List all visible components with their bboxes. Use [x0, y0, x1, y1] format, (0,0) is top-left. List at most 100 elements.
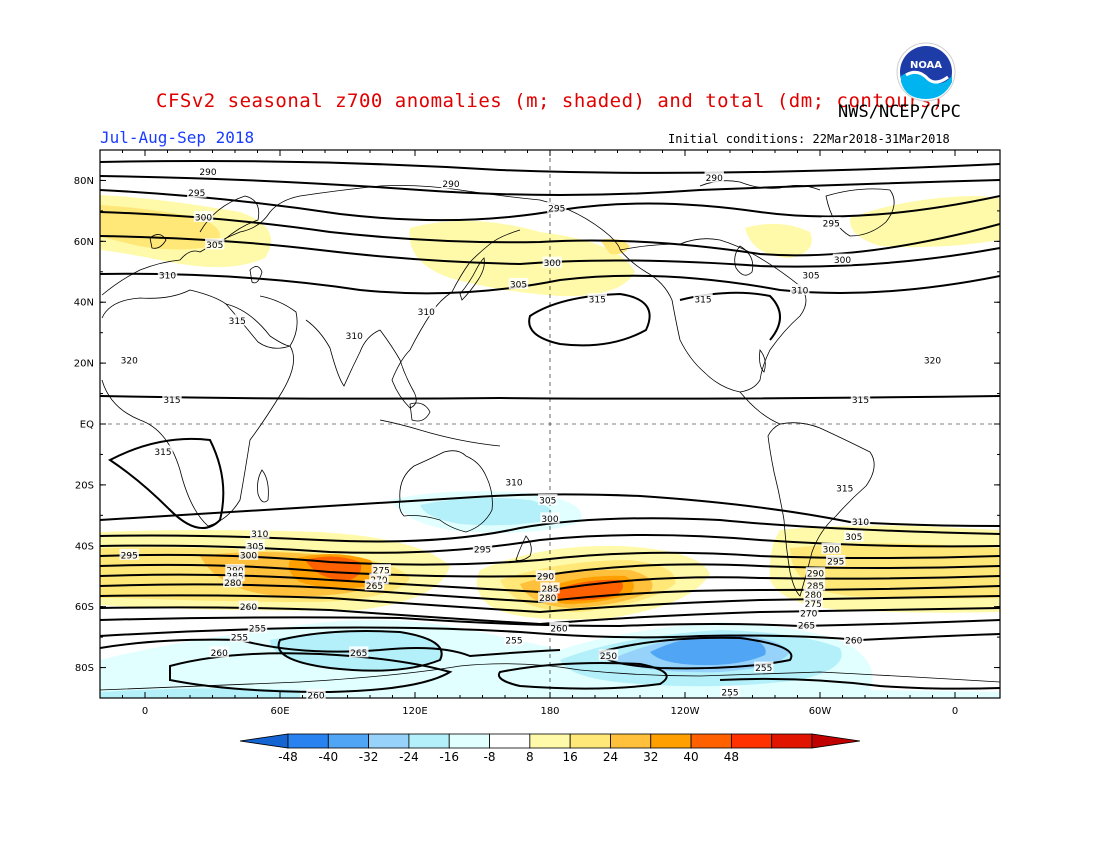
contour-label-bg: [504, 634, 524, 646]
contour-label: 275: [373, 567, 390, 577]
contour-label: 285: [541, 585, 558, 595]
contour-label: 260: [307, 691, 324, 701]
negative-anomaly-region: [420, 497, 553, 526]
contour-label: 310: [791, 287, 808, 297]
contour-label-bg: [245, 539, 265, 551]
contour-label: 315: [229, 317, 246, 327]
negative-anomaly-region: [650, 635, 766, 666]
contour-label: 310: [251, 530, 268, 540]
contour-label: 305: [539, 497, 556, 507]
colorbar-arrow-high: [811, 733, 861, 749]
lat-tick-label: 60S: [75, 602, 94, 613]
contour-label: 295: [823, 220, 840, 230]
coastline-uk: [149, 234, 167, 249]
coastline-scandinavia: [199, 195, 260, 241]
coastline-greenland: [825, 188, 895, 237]
contour-label-bg: [369, 573, 389, 585]
contour-label: 295: [188, 189, 205, 199]
contour-label: 305: [510, 280, 527, 290]
contour-label: 260: [845, 637, 862, 647]
contour-label-bg: [835, 481, 855, 493]
contour-label-bg: [209, 646, 229, 658]
contour-label-bg: [844, 634, 864, 646]
contour-label: 310: [346, 332, 363, 342]
contour-label-bg: [850, 515, 871, 527]
contour-label: 300: [823, 545, 840, 555]
contour-label: 320: [924, 357, 941, 367]
colorbar-label: 24: [603, 750, 618, 764]
lat-tick-label: 40N: [74, 298, 94, 309]
contour-label: 265: [366, 582, 383, 592]
contour-label-bg: [826, 555, 846, 566]
contour-label-bg: [805, 579, 826, 591]
colorbar-swatch: [650, 733, 692, 749]
contour-label-bg: [238, 548, 259, 560]
contour-label-bg: [119, 354, 139, 366]
contour-label: 300: [544, 259, 561, 269]
coastline-india: [305, 319, 381, 387]
contour-label-bg: [803, 588, 823, 600]
contour-label: 260: [211, 649, 228, 659]
colorbar-label: 32: [643, 750, 658, 764]
contour-label: 255: [231, 634, 248, 644]
colorbar-label: 8: [526, 750, 534, 764]
lon-tick-label: 0: [952, 706, 958, 717]
colorbar-swatch: [287, 733, 329, 749]
contour-label-bg: [508, 277, 529, 289]
contour-label-bg: [250, 527, 270, 539]
contour-label: 290: [537, 573, 554, 583]
contour-label: 315: [852, 396, 869, 406]
contour-label: 285: [807, 582, 824, 592]
contour-line: [108, 437, 225, 529]
colorbar-swatch: [569, 733, 611, 749]
longitude-labels: 0 60E 120E 180 120W 60W 0: [142, 706, 958, 717]
contour-label: 300: [195, 213, 212, 223]
contour-label-bg: [225, 570, 245, 582]
contour-line: [100, 493, 1000, 527]
contour-line: [100, 160, 1000, 174]
coastline-caspian-sea: [249, 266, 263, 284]
contour-label-bg: [535, 570, 556, 582]
contour-label-bg: [238, 600, 259, 612]
contour-label-bg: [821, 217, 841, 229]
noaa-logo-icon: NOAA: [896, 42, 956, 102]
contour-label: 290: [706, 174, 723, 184]
contour-label: 310: [505, 478, 522, 488]
coastline-antarctica: [100, 663, 1000, 691]
contour-label: 250: [600, 652, 617, 662]
contour-line: [277, 630, 443, 672]
contour-label: 310: [159, 271, 176, 281]
coastline-japan: [459, 257, 485, 301]
contour-label-bg: [693, 293, 713, 305]
contour-line: [528, 292, 651, 347]
contour-label-bg: [119, 548, 139, 560]
contour-line: [498, 662, 668, 690]
contour-label: 270: [800, 609, 817, 619]
coastline-africa: [101, 289, 294, 527]
lat-tick-label: 80N: [74, 176, 94, 187]
colorbar-swatch: [327, 733, 370, 749]
chart-title: CFSv2 seasonal z700 anomalies (m; shaded…: [156, 90, 944, 112]
contour-label: 315: [154, 448, 171, 458]
anomaly-shading: [100, 195, 1000, 698]
contour-label-bg: [205, 238, 225, 250]
contour-label-bg: [850, 393, 871, 405]
contour-label: 295: [827, 558, 844, 568]
contour-label-bg: [416, 305, 436, 317]
contour-label-bg: [832, 253, 853, 265]
colorbar-label: 16: [563, 750, 578, 764]
colorbar-label: -8: [484, 750, 496, 764]
contour-label-bg: [542, 256, 562, 268]
contour-label: 305: [206, 241, 223, 251]
negative-anomaly-region: [100, 688, 300, 698]
latitude-labels: 80N 60N 40N 20N EQ 20S 40S 60S 80S: [74, 176, 94, 674]
contour-label: 310: [852, 518, 869, 528]
contour-label: 280: [224, 579, 241, 589]
contour-label: 295: [548, 204, 565, 214]
lon-tick-label: 180: [540, 706, 559, 717]
contour-label-bg: [227, 314, 247, 326]
contour-value-labels: 290 295 300 305 310 315 320 315 315 290 295 300 305 3…: [119, 165, 943, 701]
contour-label-bg: [796, 618, 817, 630]
axis-ticks: [99, 149, 1001, 699]
contour-label-bg: [704, 171, 724, 183]
